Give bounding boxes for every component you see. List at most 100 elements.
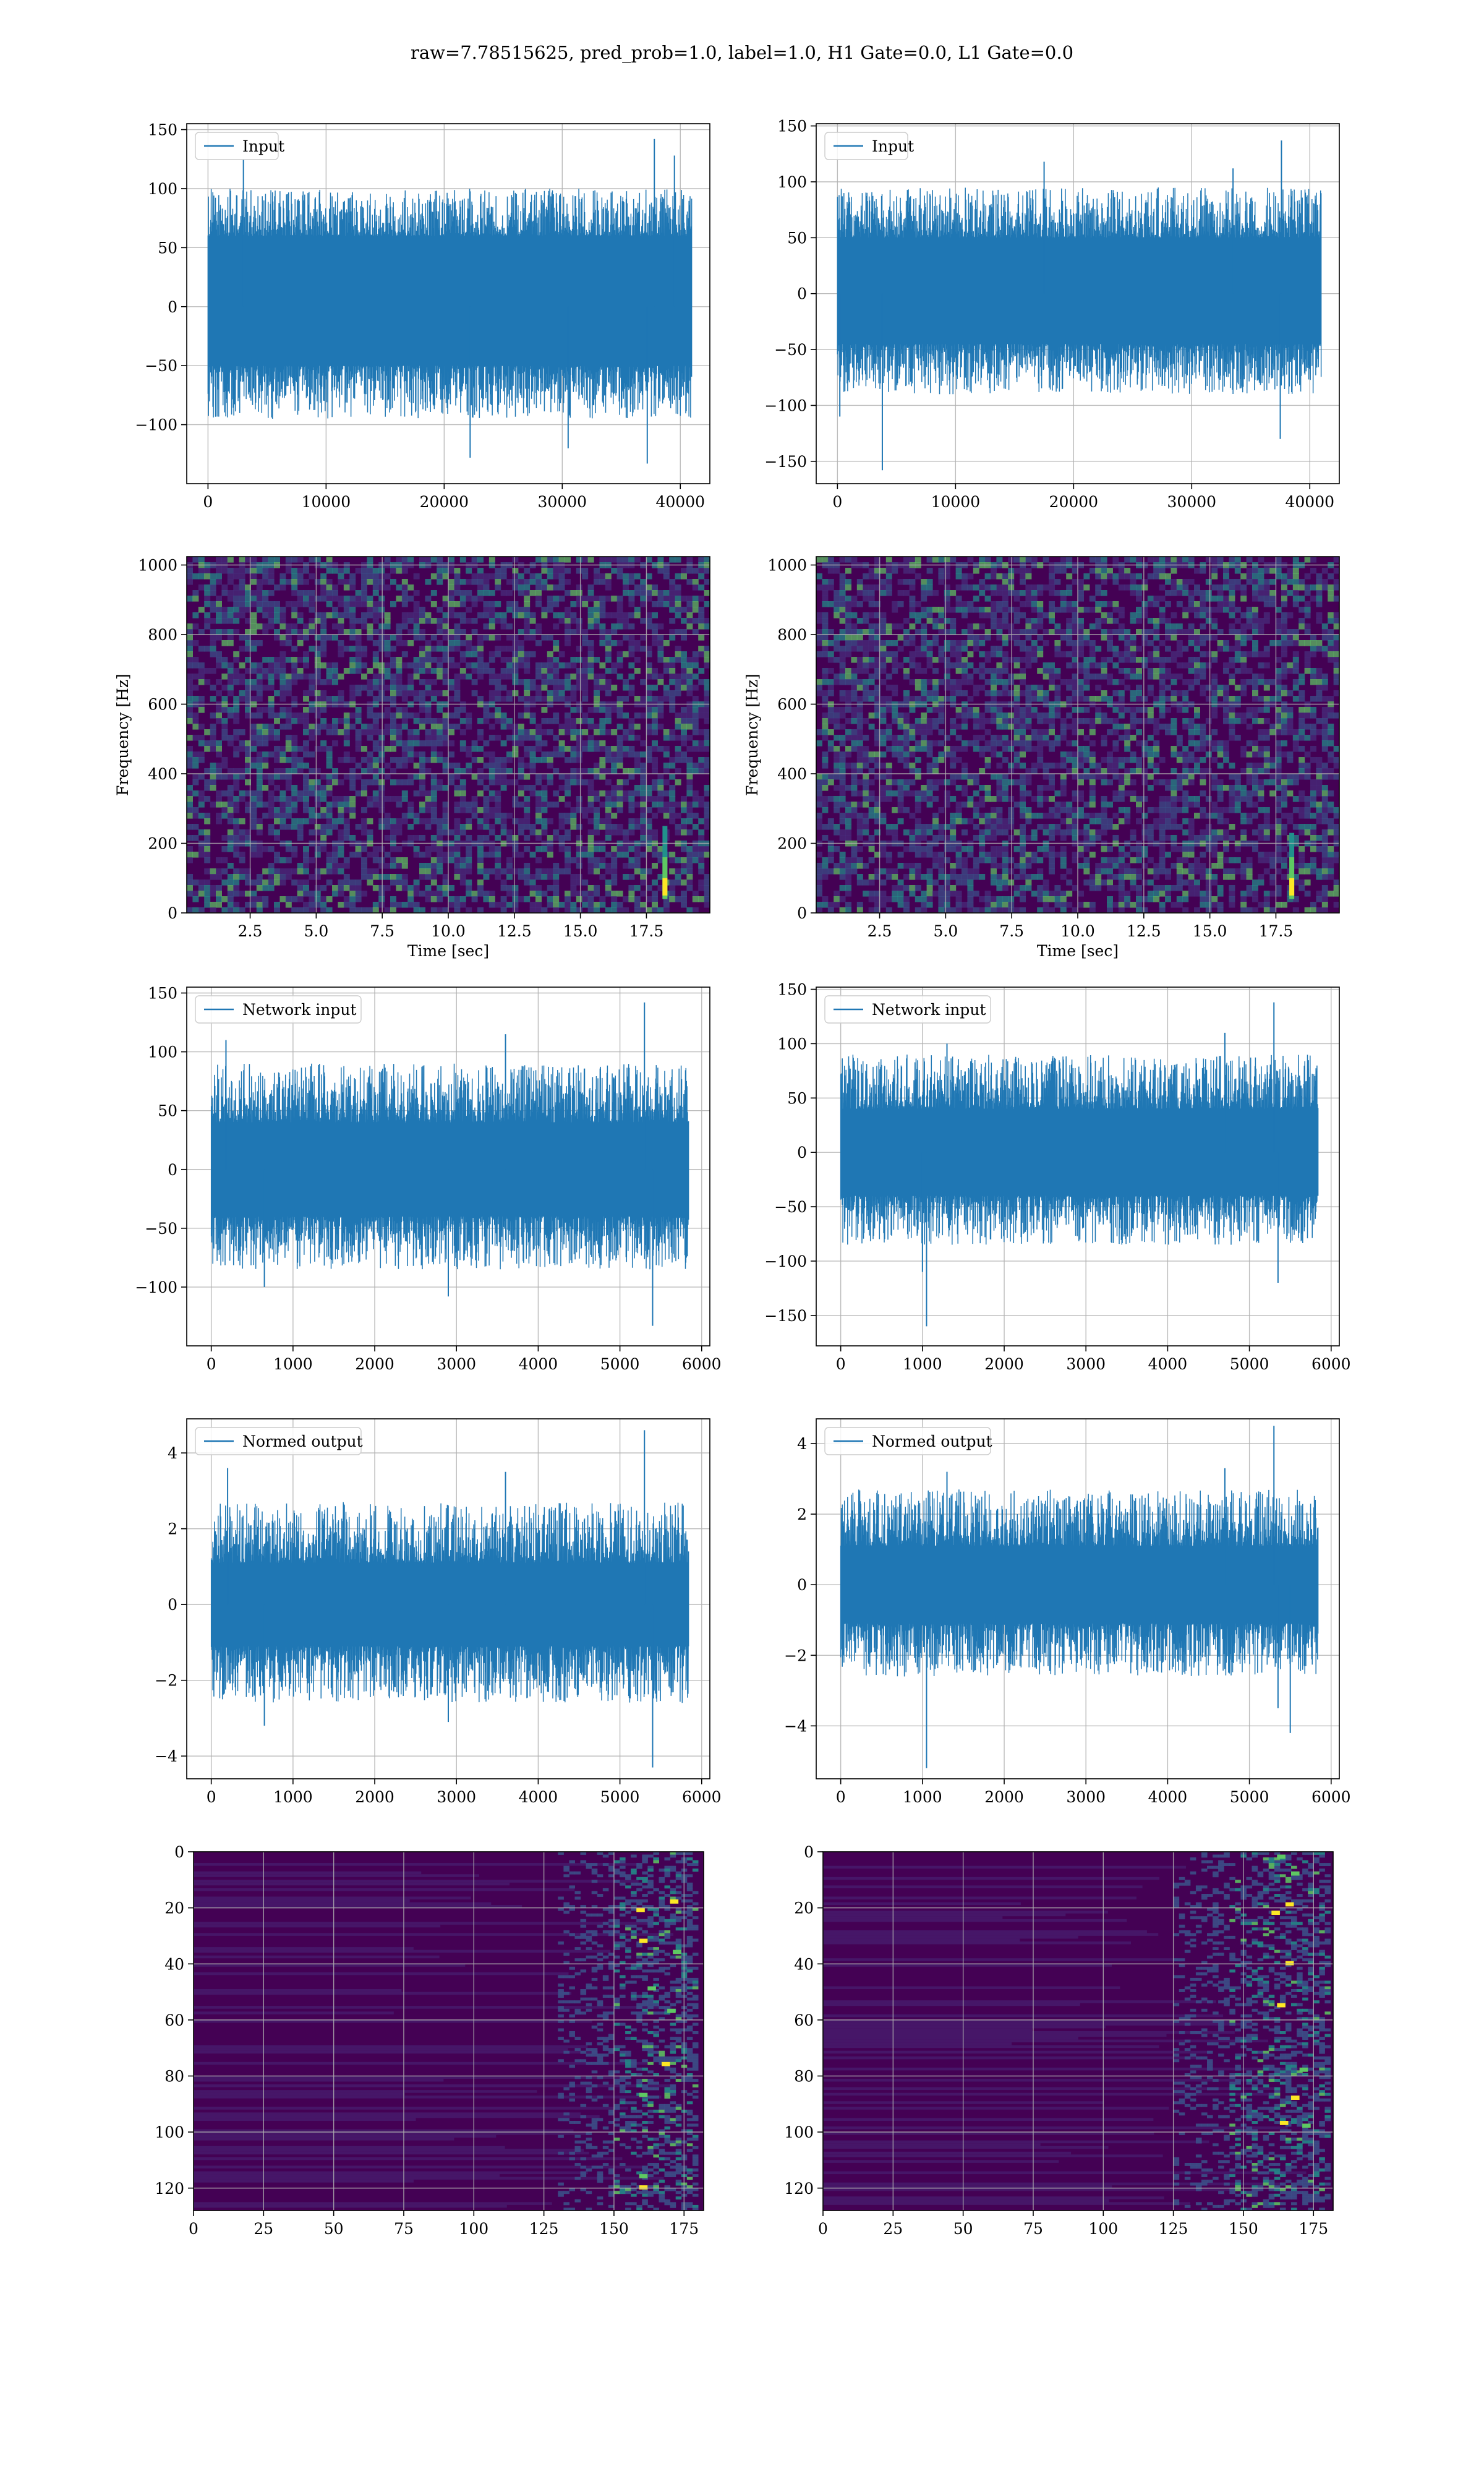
spectrogram-cell xyxy=(477,590,484,596)
spectrogram-cell xyxy=(187,763,193,769)
spectrogram-cell xyxy=(239,568,245,574)
spectrogram-cell xyxy=(582,679,589,685)
spectrogram-cell xyxy=(338,779,344,785)
spectrogram-cell xyxy=(594,724,600,730)
spectrogram-cell xyxy=(291,796,298,802)
spectrogram-cell xyxy=(663,813,670,819)
spectrogram-cell xyxy=(343,874,350,880)
spectrogram-cell xyxy=(973,907,979,914)
spectrogram-cell xyxy=(582,891,589,897)
spectrogram-cell xyxy=(880,662,887,669)
spectrogram-cell xyxy=(245,757,251,763)
spectrogram-cell xyxy=(675,657,681,663)
spectrogram-cell xyxy=(991,735,997,741)
spectrogram-cell xyxy=(704,740,710,747)
spectrogram-cell xyxy=(675,713,681,719)
spectrogram-cell xyxy=(827,707,834,713)
spectrogram-cell xyxy=(686,880,693,886)
spectrogram-cell xyxy=(967,651,974,657)
spectrogram-cell xyxy=(834,635,840,641)
spectrogram-cell xyxy=(628,601,635,607)
spectrogram-cell xyxy=(845,813,851,819)
spectrogram-cell xyxy=(361,573,367,580)
spectrogram-cell xyxy=(926,852,933,858)
spectrogram-cell xyxy=(698,573,705,580)
spectrogram-cell xyxy=(541,785,548,791)
spectrogram-cell xyxy=(221,807,228,813)
spectrogram-cell xyxy=(839,868,846,875)
spectrogram-cell xyxy=(856,835,863,841)
spectrogram-cell xyxy=(245,584,251,591)
spectrogram-cell xyxy=(962,763,968,769)
spectrogram-cell xyxy=(430,907,437,914)
spectrogram-cell xyxy=(827,629,834,635)
spectrogram-cell xyxy=(839,735,846,741)
spectrogram-cell xyxy=(686,718,693,724)
spectrogram-cell xyxy=(704,646,710,652)
spectrogram-cell xyxy=(192,779,199,785)
spectrogram-cell xyxy=(372,590,379,596)
spectrogram-cell xyxy=(198,885,205,891)
spectrogram-cell xyxy=(640,779,647,785)
spectrogram-cell xyxy=(856,584,863,591)
spectrogram-cell xyxy=(856,679,863,685)
spectrogram-cell xyxy=(372,746,379,752)
spectrogram-cell xyxy=(582,713,589,719)
spectrogram-cell xyxy=(256,607,263,613)
spectrogram-cell xyxy=(419,612,425,618)
spectrogram-cell xyxy=(448,713,454,719)
spectrogram-cell xyxy=(827,779,834,785)
spectrogram-cell xyxy=(955,863,962,869)
spectrogram-cell xyxy=(343,807,350,813)
spectrogram-cell xyxy=(909,891,916,897)
spectrogram-cell xyxy=(646,584,652,591)
spectrogram-cell xyxy=(210,885,216,891)
spectrogram-cell xyxy=(605,835,612,841)
spectrogram-cell xyxy=(1002,618,1009,624)
spectrogram-cell xyxy=(204,590,211,596)
spectrogram-cell xyxy=(926,796,933,802)
spectrogram-cell xyxy=(192,757,199,763)
spectrogram-cell xyxy=(839,690,846,696)
spectrogram-cell xyxy=(634,573,641,580)
spectrogram-cell xyxy=(198,674,205,680)
spectrogram-cell xyxy=(984,757,991,763)
spectrogram-cell xyxy=(973,607,979,613)
spectrogram-cell xyxy=(839,863,846,869)
spectrogram-cell xyxy=(921,629,927,635)
spectrogram-cell xyxy=(991,674,997,680)
spectrogram-cell xyxy=(245,779,251,785)
spectrogram-cell xyxy=(442,852,449,858)
spectrogram-cell xyxy=(565,846,571,852)
spectrogram-cell xyxy=(692,724,699,730)
spectrogram-cell xyxy=(686,623,693,630)
spectrogram-cell xyxy=(845,612,851,618)
spectrogram-cell xyxy=(686,785,693,791)
spectrogram-cell xyxy=(437,740,443,747)
spectrogram-cell xyxy=(541,579,548,585)
spectrogram-cell xyxy=(605,640,612,646)
spectrogram-cell xyxy=(291,646,298,652)
spectrogram-cell xyxy=(466,651,472,657)
spectrogram-cell xyxy=(407,891,414,897)
spectrogram-cell xyxy=(262,885,269,891)
spectrogram-cell xyxy=(605,707,612,713)
spectrogram-cell xyxy=(221,629,228,635)
spectrogram-cell xyxy=(437,573,443,580)
spectrogram-cell xyxy=(657,651,664,657)
spectrogram-cell xyxy=(535,590,542,596)
spectrogram-cell xyxy=(623,573,629,580)
spectrogram-cell xyxy=(309,590,315,596)
spectrogram-cell xyxy=(856,857,863,863)
spectrogram-cell xyxy=(628,674,635,680)
spectrogram-cell xyxy=(524,835,531,841)
spectrogram-cell xyxy=(565,835,571,841)
spectrogram-cell xyxy=(279,607,286,613)
spectrogram-cell xyxy=(442,623,449,630)
spectrogram-cell xyxy=(430,590,437,596)
spectrogram-cell xyxy=(187,835,193,841)
spectrogram-cell xyxy=(984,635,991,641)
spectrogram-cell xyxy=(483,601,490,607)
spectrogram-cell xyxy=(856,640,863,646)
spectrogram-cell xyxy=(950,590,957,596)
